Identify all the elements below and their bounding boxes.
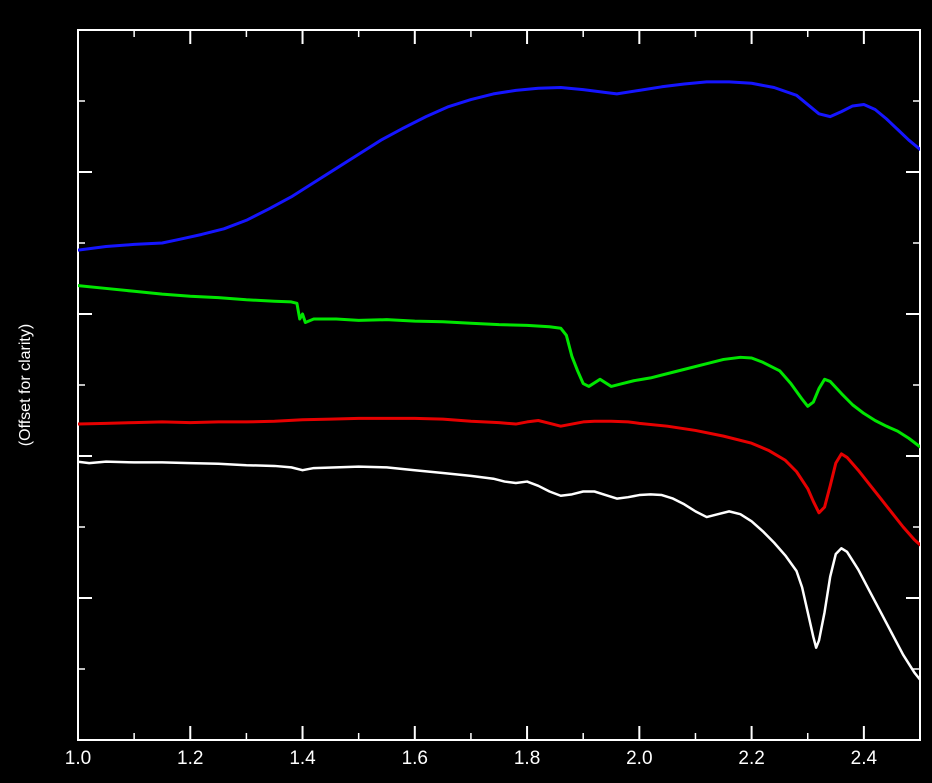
x-tick-label: 1.6: [402, 748, 428, 769]
spectra-chart: 1.0 1.2 1.4 1.6 1.8 2.0 2.2 2.4 (Offset for clar…: [0, 0, 932, 783]
x-tick-label: 2.0: [626, 748, 652, 769]
x-tick-label: 2.2: [738, 748, 764, 769]
chart-background: [0, 0, 932, 783]
x-tick-label: 2.4: [851, 748, 878, 769]
x-tick-label: 1.4: [289, 748, 316, 769]
y-axis-label: (Offset for clarity): [17, 324, 34, 446]
x-tick-label: 1.0: [65, 748, 91, 769]
x-tick-label: 1.2: [177, 748, 203, 769]
x-tick-label: 1.8: [514, 748, 540, 769]
